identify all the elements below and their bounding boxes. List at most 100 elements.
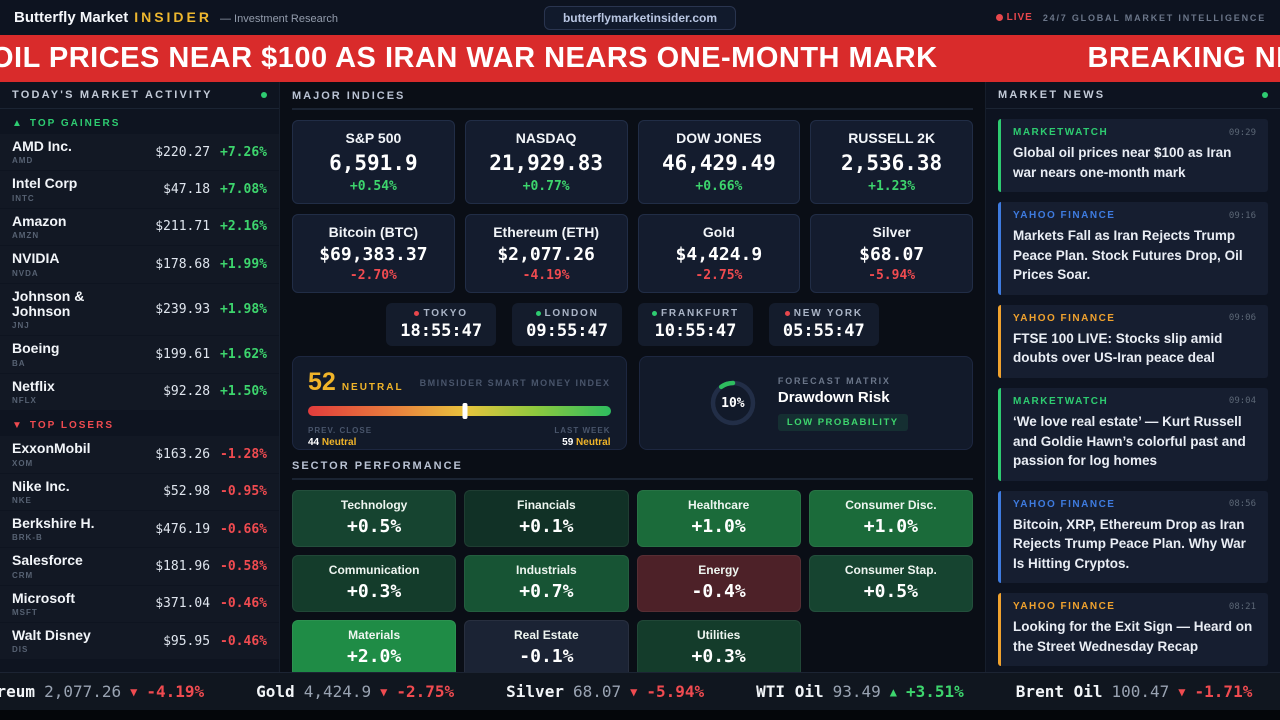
- news-item[interactable]: YAHOO FINANCE 08:21 Looking for the Exit …: [998, 593, 1268, 667]
- last-week-label: LAST WEEK: [554, 426, 611, 435]
- ticker-item-gold: Gold 4,424.9 ▼ -2.75%: [256, 682, 455, 701]
- news-title: MARKET NEWS: [998, 89, 1106, 101]
- market-status-dot-icon: [414, 311, 420, 316]
- bottom-strip: [0, 710, 1280, 720]
- market-news-panel: MARKET NEWS MARKETWATCH 09:29 Global oil …: [985, 82, 1280, 672]
- brand-logo: Butterfly Market INSIDER — Investment Re…: [14, 9, 338, 26]
- index-cards: S&P 500 6,591.9 +0.54% NASDAQ 21,929.83 …: [292, 120, 973, 204]
- prev-close-value: 44: [308, 437, 320, 448]
- up-arrow-icon: ▲: [889, 684, 897, 699]
- losers-list: ExxonMobil XOM $163.26 -1.28% Nike Inc. NKE…: [0, 436, 279, 659]
- sector-grid: Technology +0.5% Financials +0.1% Healthca…: [292, 490, 973, 672]
- clock-frankfurt: FRANKFURT 10:55:47: [638, 303, 753, 346]
- sidebar-title: TODAY'S MARKET ACTIVITY: [12, 89, 213, 101]
- stock-row-nke[interactable]: Nike Inc. NKE $52.98 -0.95%: [12, 477, 267, 505]
- live-status: LIVE 24/7 GLOBAL MARKET INTELLIGENCE: [995, 12, 1266, 23]
- sector-tile-consumer-disc: Consumer Disc. +1.0%: [808, 490, 973, 547]
- stock-row-crm[interactable]: Salesforce CRM $181.96 -0.58%: [12, 552, 267, 580]
- clock-tokyo: TOKYO 18:55:47: [386, 303, 497, 346]
- index-card-sp500: S&P 500 6,591.9 +0.54%: [292, 120, 455, 204]
- sector-tile-industrials: Industrials +0.7%: [464, 555, 629, 612]
- down-arrow-icon: ▼: [1178, 684, 1186, 699]
- drawdown-donut-arc: [710, 380, 756, 426]
- news-item[interactable]: YAHOO FINANCE 09:16 Markets Fall as Iran …: [998, 202, 1268, 295]
- top-header: Butterfly Market INSIDER — Investment Re…: [0, 0, 1280, 35]
- sector-tile-healthcare: Healthcare +1.0%: [636, 490, 801, 547]
- asset-card-bitcoin: Bitcoin (BTC) $69,383.37 -2.70%: [292, 214, 455, 293]
- news-item[interactable]: YAHOO FINANCE 08:56 Bitcoin, XRP, Ethereu…: [998, 490, 1268, 584]
- last-week-status: Neutral: [576, 437, 611, 448]
- sidebar-header: TODAY'S MARKET ACTIVITY: [0, 82, 279, 109]
- stock-row-ba[interactable]: Boeing BA $199.61 +1.62%: [12, 340, 267, 368]
- index-card-dowjones: DOW JONES 46,429.49 +0.66%: [637, 120, 801, 204]
- price-ticker-marquee: Ethereum 2,077.26 ▼ -4.19% Gold 4,424.9 …: [0, 682, 1252, 701]
- clock-newyork: NEW YORK 05:55:47: [768, 303, 879, 346]
- sentiment-marker: [462, 403, 468, 419]
- prev-close-status: Neutral: [321, 437, 357, 448]
- forecast-title: Drawdown Risk: [777, 388, 890, 406]
- down-arrow-icon: ▼: [12, 420, 24, 432]
- market-status-dot-icon: [652, 311, 658, 316]
- sector-tile-energy: Energy -0.4%: [636, 555, 801, 612]
- stock-row-nvda[interactable]: NVIDIA NVDA $178.68 +1.99%: [12, 250, 267, 278]
- stock-row-jnj[interactable]: Johnson & Johnson JNJ $239.93 +1.98%: [12, 287, 267, 331]
- news-header: MARKET NEWS: [986, 82, 1280, 109]
- sector-tile-materials: Materials +2.0%: [292, 620, 457, 672]
- top-losers-label: ▼ TOP LOSERS: [12, 420, 114, 432]
- stock-row-amzn[interactable]: Amazon AMZN $211.71 +2.16%: [12, 212, 267, 241]
- stock-row-brkb[interactable]: Berkshire H. BRK-B $476.19 -0.66%: [12, 514, 267, 543]
- down-arrow-icon: ▼: [630, 684, 638, 699]
- smart-money-score-label: NEUTRAL: [341, 382, 404, 393]
- breaking-next-label: BREAKING NEWS: GLOBAL: [1087, 42, 1280, 74]
- smart-money-index-name: BMINSIDER SMART MONEY INDEX: [419, 377, 611, 388]
- live-indicator: LIVE: [995, 12, 1033, 23]
- sector-tile-communication: Communication +0.3%: [292, 555, 457, 612]
- live-label: LIVE: [1006, 12, 1033, 23]
- forecast-kicker: FORECAST MATRIX: [777, 375, 891, 386]
- brand-tagline: — Investment Research: [220, 13, 338, 25]
- smart-money-index-panel: 52 NEUTRAL BMINSIDER SMART MONEY INDEX P…: [292, 356, 627, 450]
- sector-tile-utilities: Utilities +0.3%: [636, 620, 801, 672]
- ticker-item-brent-oil: Brent Oil 100.47 ▼ -1.71%: [1015, 682, 1253, 701]
- ticker-item-ethereum: Ethereum 2,077.26 ▼ -4.19%: [0, 682, 205, 701]
- brand-accent: INSIDER: [134, 9, 212, 25]
- stock-row-amd[interactable]: AMD Inc. AMD $220.27 +7.26%: [12, 138, 267, 166]
- gauge-row: 52 NEUTRAL BMINSIDER SMART MONEY INDEX P…: [292, 356, 973, 450]
- site-url-pill[interactable]: butterflymarketinsider.com: [543, 5, 737, 30]
- drawdown-percent: 10%: [721, 395, 745, 411]
- stock-row-msft[interactable]: Microsoft MSFT $371.04 -0.46%: [12, 589, 267, 618]
- sector-performance-title: SECTOR PERFORMANCE: [292, 460, 973, 480]
- probability-badge: LOW PROBABILITY: [777, 413, 908, 431]
- live-dot-icon: [995, 14, 1003, 21]
- news-list: MARKETWATCH 09:29 Global oil prices near …: [986, 109, 1280, 672]
- sentiment-gradient-bar: [308, 406, 611, 416]
- sector-tile-technology: Technology +0.5%: [292, 490, 457, 547]
- drawdown-donut-gauge: 10%: [704, 374, 762, 432]
- prev-close-label: PREV. CLOSE: [308, 426, 373, 435]
- news-item[interactable]: MARKETWATCH 09:29 Global oil prices near …: [998, 119, 1268, 193]
- asset-card-gold: Gold $4,424.9 -2.75%: [637, 214, 801, 293]
- clock-london: LONDON 09:55:47: [512, 303, 623, 346]
- stock-row-nflx[interactable]: Netflix NFLX $92.28 +1.50%: [12, 377, 267, 406]
- market-status-dot-icon: [784, 311, 790, 316]
- status-dot-icon: [261, 92, 267, 98]
- breaking-news-marquee: OIL PRICES NEAR $100 AS IRAN WAR NEARS O…: [0, 42, 1280, 75]
- dashboard-center: MAJOR INDICES S&P 500 6,591.9 +0.54% NAS…: [280, 82, 985, 672]
- stock-row-xom[interactable]: ExxonMobil XOM $163.26 -1.28%: [12, 440, 267, 468]
- last-week-value: 59: [562, 437, 574, 448]
- world-clocks: TOKYO 18:55:47 LONDON 09:55:47 FRANKFURT…: [292, 303, 973, 346]
- down-arrow-icon: ▼: [130, 684, 138, 699]
- stock-row-dis[interactable]: Walt Disney DIS $95.95 -0.46%: [12, 627, 267, 655]
- breaking-headline: OIL PRICES NEAR $100 AS IRAN WAR NEARS O…: [0, 42, 938, 74]
- brand-name: Butterfly Market: [14, 9, 129, 26]
- market-activity-sidebar: TODAY'S MARKET ACTIVITY ▲ TOP GAINERS AM…: [0, 82, 280, 672]
- market-status-dot-icon: [535, 311, 541, 316]
- news-item[interactable]: YAHOO FINANCE 09:06 FTSE 100 LIVE: Stocks…: [998, 304, 1268, 378]
- sector-tile-consumer-stap: Consumer Stap. +0.5%: [808, 555, 973, 612]
- up-arrow-icon: ▲: [12, 118, 24, 129]
- forecast-matrix-panel: 10% FORECAST MATRIX Drawdown Risk LOW PR…: [638, 356, 973, 450]
- stock-row-intc[interactable]: Intel Corp INTC $47.18 +7.08%: [12, 175, 267, 203]
- down-arrow-icon: ▼: [380, 684, 388, 699]
- news-item[interactable]: MARKETWATCH 09:04 ‘We love real estate’ —…: [998, 387, 1268, 481]
- asset-cards: Bitcoin (BTC) $69,383.37 -2.70% Ethereum…: [292, 214, 973, 293]
